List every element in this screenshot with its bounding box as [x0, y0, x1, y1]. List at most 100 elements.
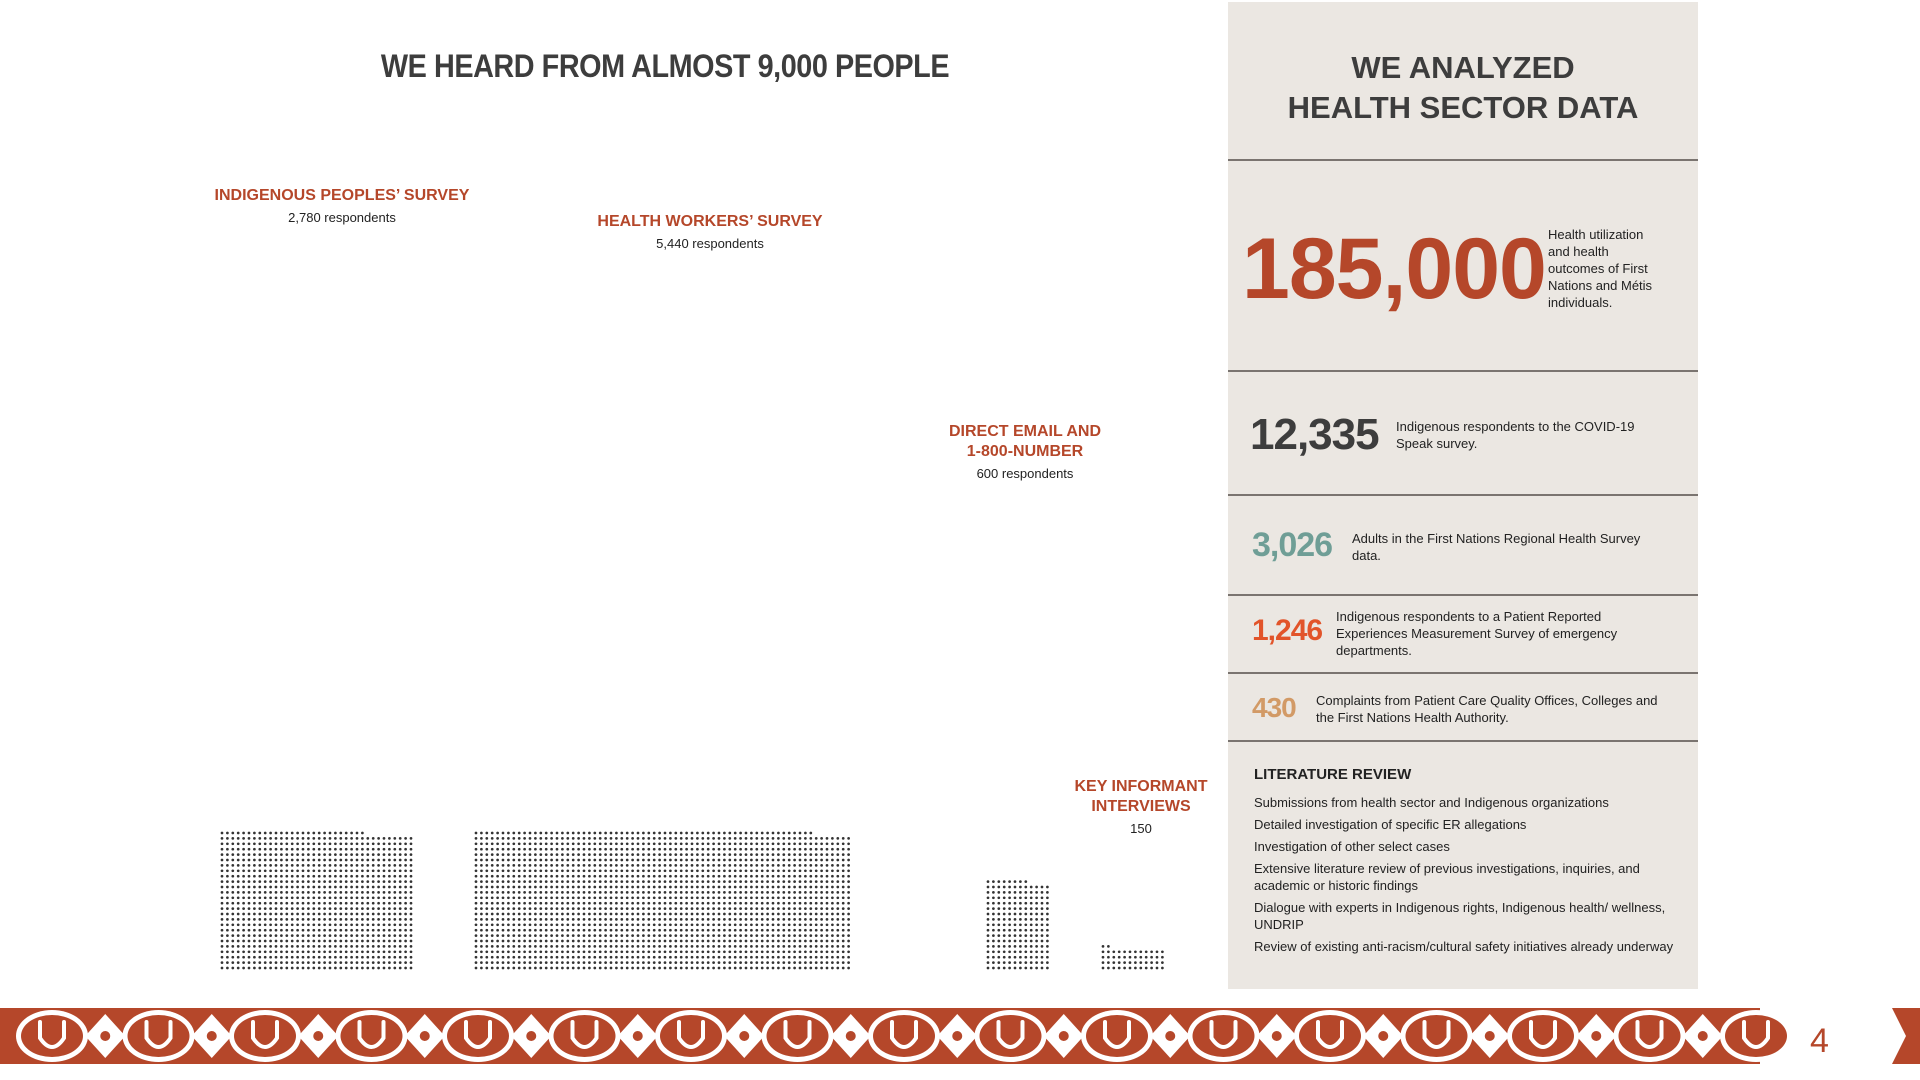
data-dot	[236, 918, 240, 921]
data-dot	[490, 864, 494, 867]
data-dot	[317, 880, 321, 883]
data-dot	[847, 853, 850, 856]
data-dot	[301, 912, 305, 916]
data-dot	[582, 896, 586, 900]
data-dot	[398, 939, 402, 943]
data-dot	[480, 880, 483, 883]
data-dot	[523, 901, 526, 905]
data-dot	[696, 885, 699, 889]
data-dot	[1035, 918, 1038, 921]
data-dot	[782, 923, 786, 927]
data-dot	[296, 923, 299, 927]
data-dot	[307, 853, 310, 856]
data-dot	[636, 950, 640, 954]
data-dot	[1123, 961, 1126, 964]
data-dot	[593, 966, 597, 970]
data-dot	[679, 858, 683, 862]
data-dot	[485, 912, 489, 916]
data-dot	[723, 934, 726, 937]
data-dot	[793, 869, 796, 873]
data-dot	[544, 874, 548, 878]
data-dot	[285, 907, 289, 910]
data-dot	[593, 939, 597, 943]
data-dot	[793, 923, 796, 927]
data-dot	[285, 864, 289, 867]
data-dot	[301, 961, 305, 964]
data-dot	[301, 939, 305, 943]
data-dot	[334, 847, 337, 851]
data-dot	[690, 837, 694, 840]
data-dot	[247, 912, 251, 916]
data-dot	[328, 869, 332, 873]
data-dot	[793, 961, 796, 964]
data-dot	[269, 945, 272, 948]
data-dot	[507, 837, 510, 840]
data-panel: WE ANALYZED HEALTH SECTOR DATA 185,000 H…	[1228, 2, 1698, 989]
data-dot	[253, 901, 256, 905]
data-dot	[409, 837, 413, 840]
data-dot	[344, 923, 348, 927]
data-dot	[750, 934, 753, 937]
data-dot	[507, 869, 510, 873]
data-dot	[253, 837, 256, 840]
data-dot	[663, 950, 667, 954]
data-dot	[398, 874, 402, 878]
data-dot	[690, 864, 694, 867]
data-dot	[625, 842, 629, 846]
data-dot	[317, 842, 321, 846]
data-dot	[696, 961, 699, 964]
data-dot	[544, 837, 548, 840]
data-dot	[485, 858, 489, 862]
data-dot	[490, 966, 494, 970]
data-dot	[755, 901, 759, 905]
data-dot	[263, 901, 267, 905]
data-dot	[496, 950, 499, 954]
data-dot	[355, 837, 359, 840]
data-dot	[323, 853, 326, 856]
data-dot	[312, 912, 316, 916]
data-dot	[814, 901, 818, 905]
data-dot	[231, 885, 235, 889]
data-dot	[782, 853, 786, 856]
data-dot	[307, 923, 310, 927]
data-dot	[809, 842, 813, 846]
data-dot	[269, 869, 272, 873]
data-dot	[615, 847, 618, 851]
data-dot	[393, 939, 397, 943]
data-dot	[604, 858, 607, 862]
data-dot	[609, 923, 613, 927]
data-dot	[1035, 912, 1038, 916]
data-dot	[523, 842, 526, 846]
data-dot	[717, 907, 721, 910]
data-dot	[609, 939, 613, 943]
data-dot	[674, 891, 678, 894]
data-dot	[636, 955, 640, 959]
data-dot	[847, 945, 850, 948]
data-dot	[760, 950, 764, 954]
data-dot	[1150, 955, 1153, 959]
data-dot	[377, 842, 380, 846]
data-dot	[1029, 912, 1033, 916]
data-dot	[690, 923, 694, 927]
data-dot	[1161, 955, 1164, 959]
data-dot	[615, 869, 618, 873]
data-dot	[804, 858, 807, 862]
data-dot	[501, 847, 505, 851]
data-dot	[242, 939, 245, 943]
data-dot	[474, 874, 478, 878]
data-dot	[301, 945, 305, 948]
data-dot	[986, 880, 990, 883]
data-dot	[274, 858, 278, 862]
data-dot	[523, 907, 526, 910]
data-dot	[652, 831, 656, 835]
data-dot	[366, 885, 370, 889]
data-dot	[631, 847, 634, 851]
data-dot	[712, 907, 715, 910]
data-dot	[328, 837, 332, 840]
data-dot	[539, 918, 543, 921]
data-dot	[642, 847, 645, 851]
data-dot	[696, 842, 699, 846]
data-dot	[312, 896, 316, 900]
data-dot	[647, 858, 651, 862]
